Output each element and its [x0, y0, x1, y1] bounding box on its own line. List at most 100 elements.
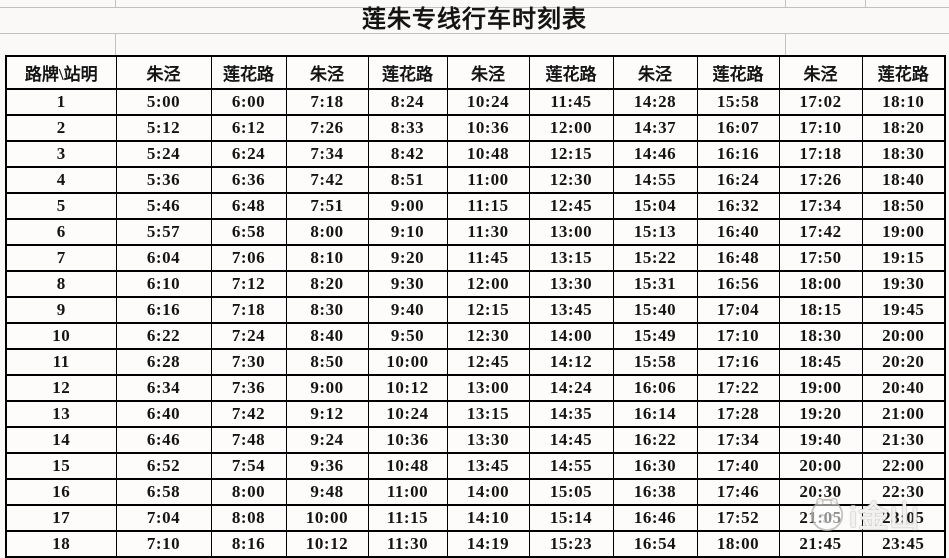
- time-cell: 10:00: [285, 504, 369, 532]
- time-cell: 5:24: [115, 140, 212, 168]
- time-cell: 18:00: [778, 270, 863, 298]
- time-cell: 13:45: [446, 452, 530, 480]
- time-cell: 20:40: [861, 374, 946, 402]
- table-row: 5 5:46 6:48 7:51 9:00 11:15 12:45 15:04 16:32 17:…: [5, 192, 946, 220]
- time-cell: 17:18: [778, 140, 863, 168]
- time-cell: 8:00: [210, 478, 287, 506]
- time-cell: 9:20: [367, 244, 448, 272]
- time-cell: 15:13: [612, 218, 698, 246]
- row-number: 18: [5, 530, 117, 558]
- time-cell: 17:10: [696, 322, 780, 350]
- gridline: [115, 0, 116, 7]
- time-cell: 18:50: [861, 192, 946, 220]
- time-cell: 7:26: [285, 114, 369, 142]
- time-cell: 19:20: [778, 400, 863, 428]
- time-cell: 8:24: [367, 88, 448, 116]
- gridline: [0, 33, 949, 34]
- time-cell: 7:12: [210, 270, 287, 298]
- time-cell: 22:00: [861, 452, 946, 480]
- time-cell: 19:00: [861, 218, 946, 246]
- column-header: 莲花路: [528, 55, 614, 90]
- time-cell: 9:00: [285, 374, 369, 402]
- time-cell: 13:00: [446, 374, 530, 402]
- time-cell: 23:05: [861, 504, 946, 532]
- time-cell: 12:15: [528, 140, 614, 168]
- time-cell: 11:30: [367, 530, 448, 558]
- time-cell: 14:55: [528, 452, 614, 480]
- time-cell: 17:10: [778, 114, 863, 142]
- row-number: 11: [5, 348, 117, 376]
- time-cell: 16:24: [696, 166, 780, 194]
- time-cell: 13:15: [446, 400, 530, 428]
- table-row: 17 7:04 8:08 10:00 11:15 14:10 15:14 16:46 17:52…: [5, 504, 946, 532]
- time-cell: 19:15: [861, 244, 946, 272]
- time-cell: 16:38: [612, 478, 698, 506]
- time-cell: 17:40: [696, 452, 780, 480]
- time-cell: 7:18: [285, 88, 369, 116]
- table-row: 13 6:40 7:42 9:12 10:24 13:15 14:35 16:14 17:28 1…: [5, 400, 946, 428]
- time-cell: 19:30: [861, 270, 946, 298]
- time-cell: 6:22: [115, 322, 212, 350]
- time-cell: 14:19: [446, 530, 530, 558]
- time-cell: 8:42: [367, 140, 448, 168]
- row-number: 16: [5, 478, 117, 506]
- time-cell: 10:24: [367, 400, 448, 428]
- column-header: 朱泾: [778, 55, 863, 90]
- time-cell: 7:42: [285, 166, 369, 194]
- time-cell: 17:50: [778, 244, 863, 272]
- time-cell: 11:45: [528, 88, 614, 116]
- time-cell: 7:30: [210, 348, 287, 376]
- time-cell: 7:54: [210, 452, 287, 480]
- time-cell: 14:00: [528, 322, 614, 350]
- time-cell: 5:57: [115, 218, 212, 246]
- time-cell: 19:45: [861, 296, 946, 324]
- time-cell: 13:30: [446, 426, 530, 454]
- gridline: [785, 33, 786, 55]
- time-cell: 17:22: [696, 374, 780, 402]
- column-header: 朱泾: [612, 55, 698, 90]
- time-cell: 14:00: [446, 478, 530, 506]
- time-cell: 16:16: [696, 140, 780, 168]
- time-cell: 9:12: [285, 400, 369, 428]
- time-cell: 18:40: [861, 166, 946, 194]
- time-cell: 7:36: [210, 374, 287, 402]
- time-cell: 16:46: [612, 504, 698, 532]
- row-number: 2: [5, 114, 117, 142]
- time-cell: 14:28: [612, 88, 698, 116]
- timetable: 路牌\站明 朱泾 莲花路 朱泾 莲花路 朱泾 莲花路 朱泾 莲花路 朱泾 莲花路 1 5:00 6:00…: [5, 55, 946, 558]
- time-cell: 5:12: [115, 114, 212, 142]
- time-cell: 23:45: [861, 530, 946, 558]
- time-cell: 18:30: [778, 322, 863, 350]
- time-cell: 8:50: [285, 348, 369, 376]
- column-header: 朱泾: [115, 55, 212, 90]
- time-cell: 17:46: [696, 478, 780, 506]
- time-cell: 17:34: [696, 426, 780, 454]
- table-row: 8 6:10 7:12 8:20 9:30 12:00 13:30 15:31 16:56 18:…: [5, 270, 946, 298]
- time-cell: 16:40: [696, 218, 780, 246]
- time-cell: 15:58: [612, 348, 698, 376]
- time-cell: 17:42: [778, 218, 863, 246]
- table-row: 7 6:04 7:06 8:10 9:20 11:45 13:15 15:22 16:48 17:…: [5, 244, 946, 272]
- time-cell: 14:35: [528, 400, 614, 428]
- time-cell: 9:10: [367, 218, 448, 246]
- timetable-body: 1 5:00 6:00 7:18 8:24 10:24 11:45 14:28 15:58 17:…: [5, 88, 946, 558]
- table-row: 3 5:24 6:24 7:34 8:42 10:48 12:15 14:46 16:16 17:…: [5, 140, 946, 168]
- time-cell: 7:48: [210, 426, 287, 454]
- table-row: 10 6:22 7:24 8:40 9:50 12:30 14:00 15:49 17:10 18…: [5, 322, 946, 350]
- time-cell: 6:48: [210, 192, 287, 220]
- time-cell: 16:54: [612, 530, 698, 558]
- time-cell: 6:28: [115, 348, 212, 376]
- time-cell: 16:30: [612, 452, 698, 480]
- table-row: 16 6:58 8:00 9:48 11:00 14:00 15:05 16:38 17:46 2…: [5, 478, 946, 506]
- time-cell: 7:18: [210, 296, 287, 324]
- time-cell: 10:12: [285, 530, 369, 558]
- time-cell: 8:33: [367, 114, 448, 142]
- time-cell: 9:00: [367, 192, 448, 220]
- time-cell: 9:50: [367, 322, 448, 350]
- time-cell: 20:30: [778, 478, 863, 506]
- table-row: 4 5:36 6:36 7:42 8:51 11:00 12:30 14:55 16:24 17:…: [5, 166, 946, 194]
- time-cell: 20:00: [861, 322, 946, 350]
- table-row: 6 5:57 6:58 8:00 9:10 11:30 13:00 15:13 16:40 17:…: [5, 218, 946, 246]
- time-cell: 11:30: [446, 218, 530, 246]
- time-cell: 11:15: [446, 192, 530, 220]
